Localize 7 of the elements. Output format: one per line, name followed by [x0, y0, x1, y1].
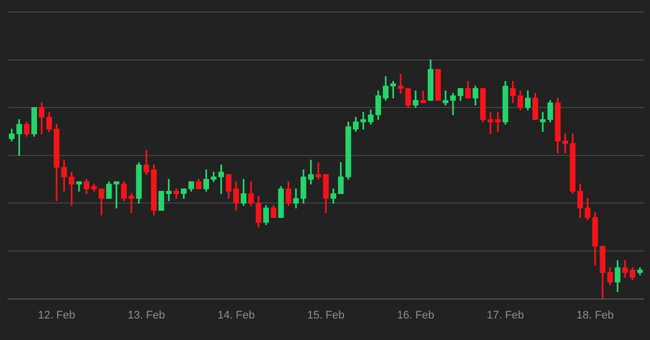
x-tick-label: 18. Feb	[576, 309, 614, 322]
x-tick-label: 17. Feb	[486, 309, 524, 322]
x-tick-label: 14. Feb	[217, 309, 255, 322]
x-tick-label: 13. Feb	[128, 309, 166, 322]
x-tick-label: 12. Feb	[38, 309, 76, 322]
x-tick-label: 16. Feb	[396, 309, 434, 322]
x-tick-label: 15. Feb	[307, 309, 345, 322]
